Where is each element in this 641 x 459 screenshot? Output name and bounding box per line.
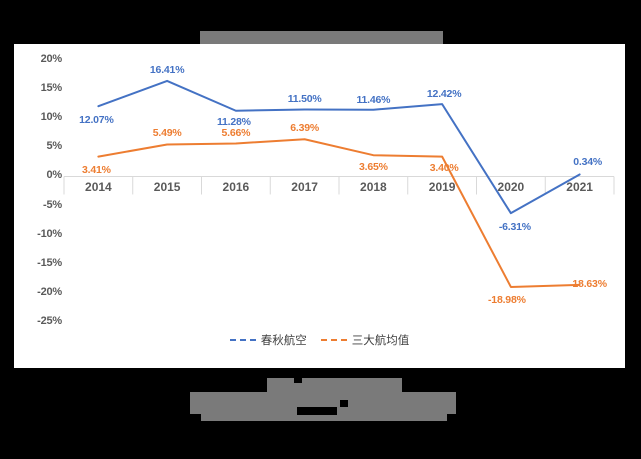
x-axis-label: 2019 [428,180,456,195]
data-label: 3.40% [429,161,459,174]
redaction-gap [340,400,348,407]
redaction-gap [297,407,337,415]
x-axis-label: 2021 [566,180,593,195]
x-axis-label: 2018 [360,180,387,195]
chart-card: 20% 15% 10% 5% 0% -5% -10% -15% -20% -25% 2014 201… [14,44,625,368]
plot-area: 20% 15% 10% 5% 0% -5% -10% -15% -20% -25% 2014 201… [14,44,625,368]
data-label: -6.31% [498,221,531,234]
data-label: 12.42% [426,88,462,101]
redaction-gap [294,378,302,383]
data-label: 16.41% [149,63,185,76]
redacted-text-block [400,392,456,414]
y-axis-tick: -10% [37,227,62,240]
legend-item[interactable]: 三大航均值 [320,332,410,348]
redacted-text-block [201,414,447,421]
legend-dash-icon [229,339,256,341]
x-axis-label: 2016 [222,180,250,195]
data-label: 3.41% [81,163,111,176]
y-axis-tick: 5% [46,140,63,153]
y-axis-tick-labels: 20% 15% 10% 5% 0% -5% -10% -15% -20% -25% [24,44,62,368]
redacted-text-block [190,392,250,414]
data-label: -18.98% [488,293,526,306]
y-axis-tick: 20% [40,53,63,65]
legend-dash-icon [320,339,347,341]
y-axis-tick: 0% [46,169,63,182]
y-axis-tick: -25% [37,315,62,327]
chart-plot-svg [63,79,615,288]
x-axis-label: 2017 [291,180,318,195]
y-axis-tick: -15% [37,256,62,269]
data-label: 3.65% [358,161,388,174]
data-label: 11.50% [287,93,322,106]
legend-item[interactable]: 春秋航空 [229,332,307,348]
y-axis-tick: 15% [40,82,63,95]
y-axis-tick: 10% [40,111,63,124]
data-label: 11.46% [356,93,391,106]
legend-label: 三大航均值 [351,333,410,347]
legend-label: 春秋航空 [260,333,307,347]
x-axis-label: 2014 [85,180,112,195]
y-axis-tick: -5% [43,198,62,211]
x-axis-label: 2020 [497,180,525,195]
redacted-title-bar [200,31,443,44]
data-label: 18.63% [572,277,607,290]
data-label: 11.28% [216,115,251,128]
data-label: 6.39% [290,122,320,135]
x-axis-label: 2015 [153,180,181,195]
data-label: 0.34% [573,156,603,169]
data-label: 12.07% [79,114,114,127]
data-label: 5.49% [152,127,182,140]
y-axis-tick: -20% [37,285,62,298]
data-label: 5.66% [221,127,251,140]
redacted-text-block [267,378,402,392]
chart-legend: 春秋航空 三大航均值 [14,332,625,348]
